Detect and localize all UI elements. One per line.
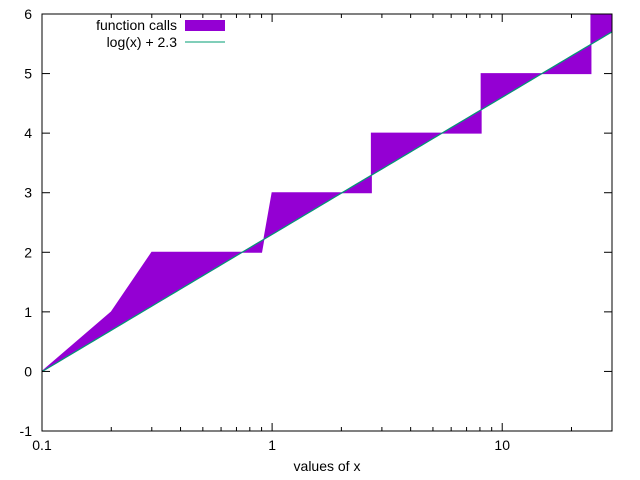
legend: function calls log(x) + 2.3 [96, 17, 225, 50]
y-tick-label: 3 [24, 185, 32, 201]
y-tick-label: 4 [24, 125, 32, 141]
x-tick-label: 0.1 [32, 437, 52, 453]
x-axis-label: values of x [294, 458, 361, 474]
log-line-layer [41, 31, 613, 373]
legend-label-function-calls: function calls [96, 17, 177, 33]
filled-area-layer [41, 13, 613, 373]
x-tick-label: 1 [268, 437, 276, 453]
legend-label-log: log(x) + 2.3 [107, 34, 178, 50]
y-tick-label: 2 [24, 244, 32, 260]
tick-layer: -1 0 1 2 3 4 5 6 0.1 1 10 [20, 6, 613, 453]
x-tick-label: 10 [494, 437, 510, 453]
y-tick-label: -1 [20, 423, 33, 439]
y-tick-label: 0 [24, 363, 32, 379]
function-calls-area [41, 13, 613, 373]
legend-swatch-function-calls [185, 20, 225, 31]
y-tick-label: 1 [24, 304, 32, 320]
log-line [41, 31, 613, 373]
y-tick-label: 6 [24, 6, 32, 22]
plot-border [41, 13, 613, 432]
y-tick-label: 5 [24, 66, 32, 82]
